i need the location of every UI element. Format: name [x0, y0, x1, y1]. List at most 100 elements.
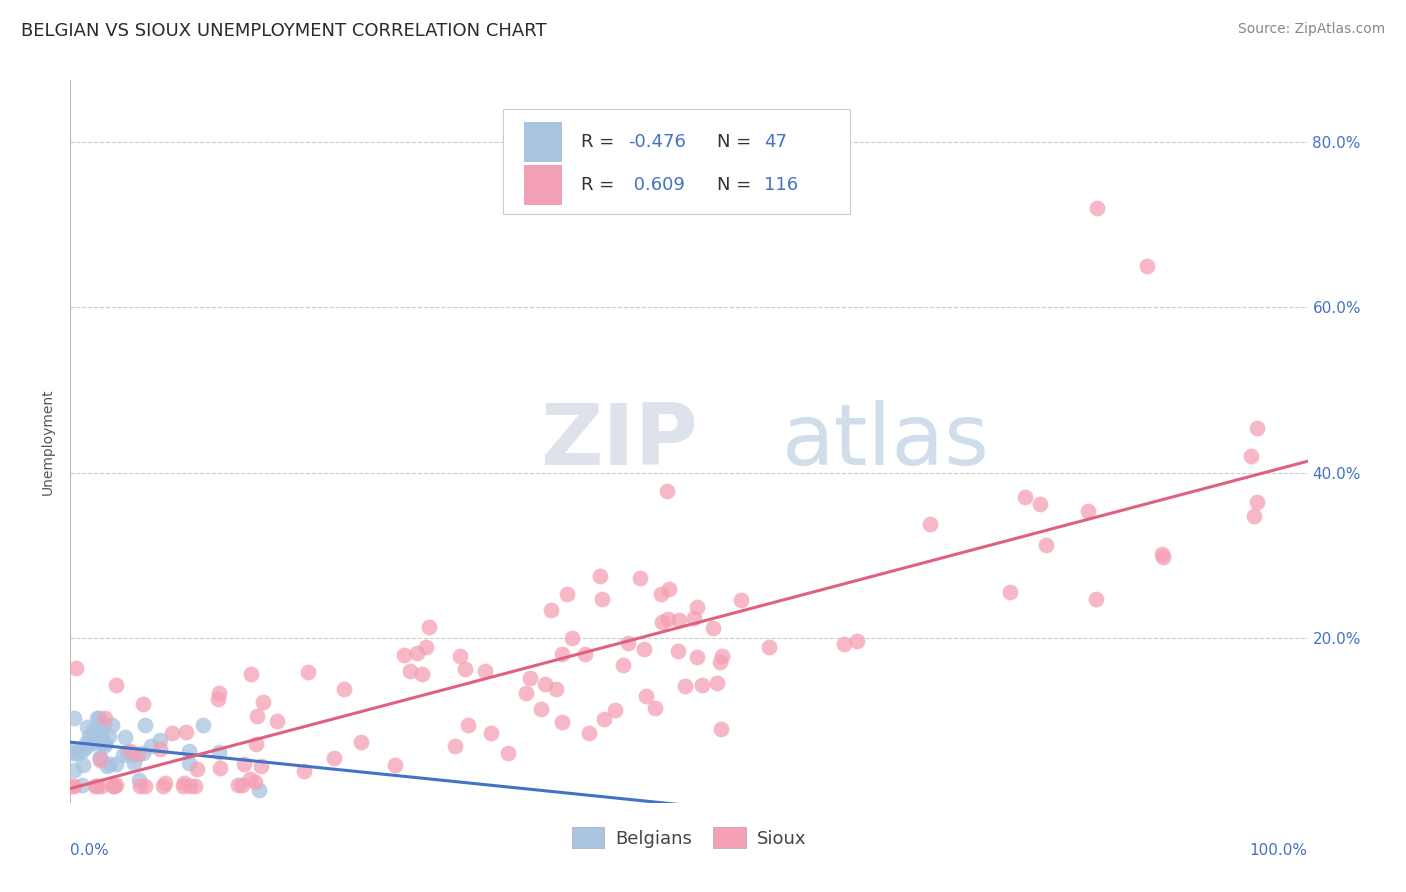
- Point: [333, 681, 356, 696]
- Point: [1085, 201, 1108, 215]
- Point: [252, 695, 274, 709]
- Point: [139, 739, 162, 753]
- Point: [134, 779, 156, 793]
- Text: atlas: atlas: [782, 400, 990, 483]
- Point: [160, 725, 183, 739]
- Point: [179, 779, 201, 793]
- Point: [644, 701, 666, 715]
- Text: ZIP: ZIP: [540, 400, 699, 483]
- Point: [551, 647, 574, 661]
- Point: [114, 730, 136, 744]
- Point: [179, 744, 201, 758]
- Point: [454, 662, 477, 676]
- Point: [66, 746, 89, 760]
- Point: [709, 655, 731, 669]
- Point: [91, 735, 114, 749]
- Point: [666, 644, 689, 658]
- Point: [173, 776, 195, 790]
- Point: [530, 702, 553, 716]
- Point: [710, 649, 733, 664]
- Point: [104, 756, 127, 771]
- Point: [90, 730, 112, 744]
- Point: [496, 746, 519, 760]
- Point: [60, 779, 83, 793]
- Point: [394, 648, 416, 662]
- Text: Source: ZipAtlas.com: Source: ZipAtlas.com: [1237, 22, 1385, 37]
- Point: [415, 640, 437, 655]
- Text: -0.476: -0.476: [628, 133, 686, 151]
- Point: [207, 691, 229, 706]
- Point: [686, 599, 709, 614]
- Point: [208, 745, 231, 759]
- Point: [675, 680, 697, 694]
- Text: R =: R =: [581, 133, 620, 151]
- Point: [1077, 504, 1099, 518]
- Point: [515, 686, 537, 700]
- Point: [411, 666, 433, 681]
- Point: [122, 756, 145, 770]
- Point: [98, 756, 121, 771]
- Point: [1014, 490, 1036, 504]
- Point: [76, 721, 98, 735]
- Point: [250, 759, 273, 773]
- Point: [706, 676, 728, 690]
- Text: 47: 47: [765, 133, 787, 151]
- Point: [191, 718, 214, 732]
- Point: [101, 779, 124, 793]
- Point: [84, 779, 107, 793]
- Point: [690, 678, 713, 692]
- Point: [1085, 591, 1108, 606]
- Point: [149, 732, 172, 747]
- Point: [209, 761, 232, 775]
- Point: [70, 779, 93, 793]
- Point: [710, 722, 733, 736]
- Point: [658, 582, 681, 597]
- Point: [94, 711, 117, 725]
- Point: [83, 727, 105, 741]
- Point: [93, 736, 115, 750]
- Point: [231, 779, 253, 793]
- Point: [449, 648, 471, 663]
- Point: [152, 779, 174, 793]
- Point: [657, 483, 679, 498]
- Point: [177, 756, 200, 770]
- Point: [1240, 449, 1263, 463]
- FancyBboxPatch shape: [524, 165, 561, 205]
- Point: [60, 742, 83, 756]
- Point: [82, 733, 104, 747]
- Point: [63, 711, 86, 725]
- Point: [730, 592, 752, 607]
- Point: [247, 783, 270, 797]
- Point: [418, 620, 440, 634]
- Point: [63, 746, 86, 760]
- Text: BELGIAN VS SIOUX UNEMPLOYMENT CORRELATION CHART: BELGIAN VS SIOUX UNEMPLOYMENT CORRELATIO…: [21, 22, 547, 40]
- Point: [1246, 421, 1268, 435]
- Point: [90, 779, 112, 793]
- Point: [239, 772, 262, 786]
- Point: [89, 753, 111, 767]
- Point: [128, 772, 150, 787]
- Legend: Belgians, Sioux: Belgians, Sioux: [564, 820, 814, 855]
- Point: [702, 621, 724, 635]
- Point: [589, 568, 612, 582]
- Point: [82, 723, 104, 738]
- Point: [657, 612, 679, 626]
- Point: [668, 613, 690, 627]
- Point: [226, 778, 249, 792]
- Point: [208, 686, 231, 700]
- Point: [103, 779, 125, 793]
- Point: [651, 615, 673, 629]
- Text: 100.0%: 100.0%: [1250, 843, 1308, 857]
- Point: [101, 718, 124, 732]
- Point: [97, 730, 120, 744]
- Point: [89, 750, 111, 764]
- Point: [96, 759, 118, 773]
- Point: [72, 757, 94, 772]
- Point: [122, 747, 145, 762]
- Point: [650, 587, 672, 601]
- Point: [561, 631, 583, 645]
- Point: [245, 775, 267, 789]
- Point: [172, 779, 194, 793]
- Point: [592, 712, 614, 726]
- Point: [1246, 495, 1268, 509]
